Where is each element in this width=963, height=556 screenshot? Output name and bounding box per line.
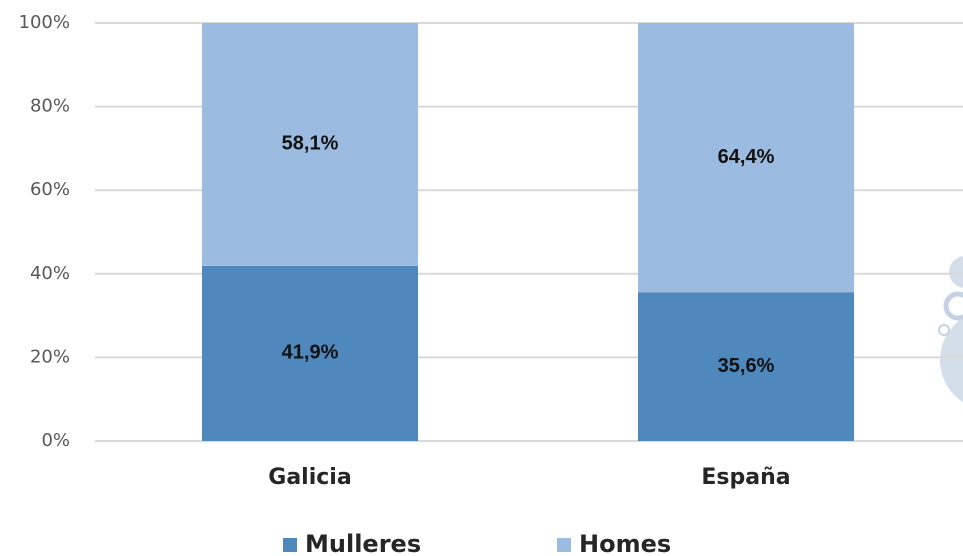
legend-swatch <box>557 538 571 552</box>
bar-segment <box>202 23 418 266</box>
data-label: 58,1% <box>282 133 339 155</box>
legend-swatch <box>283 538 297 552</box>
bar-segment <box>202 265 418 441</box>
legend-label: Mulleres <box>305 530 421 556</box>
data-label: 64,4% <box>718 146 775 168</box>
y-tick-label: 100% <box>19 12 70 33</box>
x-tick-label: Galicia <box>268 465 351 490</box>
y-tick-label: 60% <box>30 179 70 200</box>
y-tick-label: 80% <box>30 96 70 117</box>
y-tick-label: 0% <box>41 430 70 451</box>
bar-segment <box>638 23 854 293</box>
x-tick-label: España <box>701 465 790 490</box>
legend-label: Homes <box>579 530 671 556</box>
data-label: 35,6% <box>718 355 775 377</box>
y-tick-label: 40% <box>30 263 70 284</box>
data-label: 41,9% <box>282 342 339 364</box>
decoration <box>938 256 963 403</box>
bar-segment <box>638 292 854 441</box>
y-tick-label: 20% <box>30 346 70 367</box>
